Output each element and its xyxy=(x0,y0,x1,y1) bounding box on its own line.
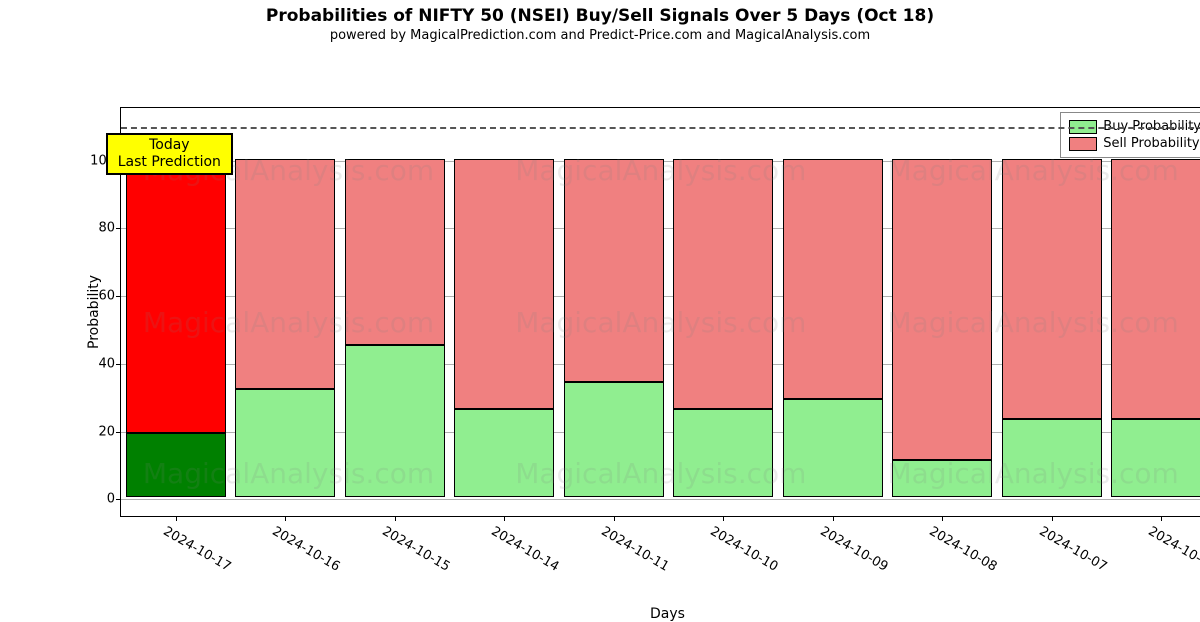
bar-group xyxy=(454,106,554,516)
x-tick-label: 2024-10-10 xyxy=(708,524,781,575)
x-tick xyxy=(395,516,396,521)
buy-bar xyxy=(892,460,992,497)
sell-bar xyxy=(892,159,992,461)
y-tick xyxy=(116,432,121,433)
buy-bar xyxy=(1111,419,1200,497)
x-tick xyxy=(285,516,286,521)
y-tick xyxy=(116,499,121,500)
x-tick-label: 2024-10-04 xyxy=(1146,524,1200,575)
x-tick-label: 2024-10-09 xyxy=(817,524,890,575)
buy-bar xyxy=(673,409,773,497)
bar-group xyxy=(783,106,883,516)
today-annotation: TodayLast Prediction xyxy=(106,133,233,175)
x-tick-label: 2024-10-07 xyxy=(1036,524,1109,575)
x-tick xyxy=(504,516,505,521)
chart-subtitle: powered by MagicalPrediction.com and Pre… xyxy=(0,28,1200,43)
sell-bar xyxy=(1111,159,1200,420)
x-tick xyxy=(833,516,834,521)
y-axis-label: Probability xyxy=(86,275,102,349)
bar-group xyxy=(1111,106,1200,516)
buy-bar xyxy=(1002,419,1102,497)
buy-bar xyxy=(454,409,554,497)
sell-bar xyxy=(564,159,664,383)
sell-bar xyxy=(783,159,883,400)
bar-group xyxy=(564,106,664,516)
bar-group xyxy=(1002,106,1102,516)
plot-area: Probability Days Buy ProbabilitySell Pro… xyxy=(120,107,1200,517)
sell-bar xyxy=(126,159,226,433)
x-tick-label: 2024-10-11 xyxy=(598,524,671,575)
bar-group xyxy=(892,106,992,516)
x-axis-label: Days xyxy=(650,606,685,622)
buy-bar xyxy=(126,433,226,497)
y-tick xyxy=(116,296,121,297)
x-tick xyxy=(1052,516,1053,521)
buy-bar xyxy=(345,345,445,497)
x-tick xyxy=(176,516,177,521)
sell-bar xyxy=(454,159,554,410)
x-tick-label: 2024-10-14 xyxy=(489,524,562,575)
y-tick-label: 40 xyxy=(98,356,115,371)
bar-group xyxy=(673,106,773,516)
bar-group xyxy=(345,106,445,516)
chart-title: Probabilities of NIFTY 50 (NSEI) Buy/Sel… xyxy=(0,6,1200,26)
y-tick-label: 0 xyxy=(107,492,115,507)
annotation-line: Today xyxy=(118,137,221,154)
sell-bar xyxy=(235,159,335,389)
buy-bar xyxy=(564,382,664,497)
sell-bar xyxy=(1002,159,1102,420)
buy-bar xyxy=(235,389,335,497)
bar-group xyxy=(235,106,335,516)
x-tick-label: 2024-10-17 xyxy=(160,524,233,575)
sell-bar xyxy=(345,159,445,345)
y-tick xyxy=(116,228,121,229)
annotation-line: Last Prediction xyxy=(118,154,221,171)
y-tick-label: 60 xyxy=(98,289,115,304)
x-tick xyxy=(942,516,943,521)
x-tick-label: 2024-10-16 xyxy=(270,524,343,575)
x-tick xyxy=(723,516,724,521)
y-tick-label: 80 xyxy=(98,221,115,236)
x-tick xyxy=(614,516,615,521)
y-tick xyxy=(116,364,121,365)
sell-bar xyxy=(673,159,773,410)
y-tick-label: 20 xyxy=(98,424,115,439)
buy-bar xyxy=(783,399,883,497)
x-tick-label: 2024-10-15 xyxy=(379,524,452,575)
x-tick-label: 2024-10-08 xyxy=(927,524,1000,575)
x-tick xyxy=(1161,516,1162,521)
